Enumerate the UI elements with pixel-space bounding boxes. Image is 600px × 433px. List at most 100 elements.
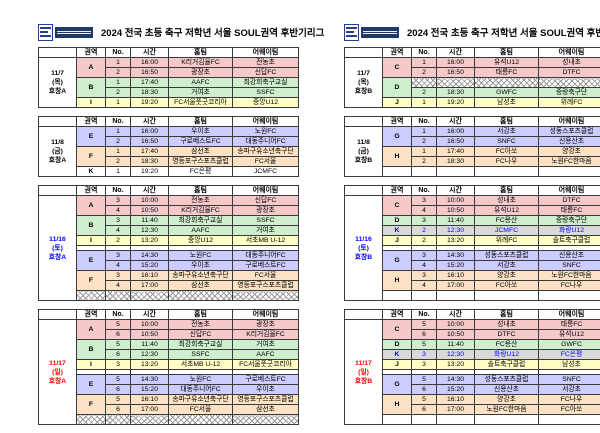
column-header: 시간 — [131, 48, 169, 58]
home-team: 영등포구스포츠클럽 — [169, 157, 233, 167]
match-time: 16:10 — [437, 271, 475, 281]
group-cell: K — [77, 167, 106, 177]
match-no: 4 — [106, 261, 131, 271]
match-time: 16:50 — [131, 137, 169, 147]
empty-cell — [437, 415, 475, 425]
match-time: 10:00 — [131, 196, 169, 206]
match-time: 10:00 — [437, 196, 475, 206]
group-cell: B — [77, 78, 106, 98]
column-header: 권역 — [77, 48, 106, 58]
away-team: FC서울 — [233, 271, 299, 281]
away-team: FC나우 — [539, 395, 600, 405]
date-cell: 11/8(금)효창B — [345, 127, 383, 177]
column-header: 권역 — [77, 186, 106, 196]
match-time: 18:30 — [131, 88, 169, 98]
match-time: 15:20 — [437, 261, 475, 271]
away-team: JCMFC — [233, 167, 299, 177]
group-cell: F — [77, 395, 106, 415]
match-no: 1 — [412, 58, 437, 68]
away-team: 중랑축구단 — [539, 216, 600, 226]
column-header: 홈팀 — [475, 48, 539, 58]
cancelled-cell — [106, 415, 131, 425]
match-time: 11:40 — [437, 216, 475, 226]
empty-cell — [475, 291, 539, 301]
match-no: 6 — [106, 350, 131, 360]
home-team: 전농초 — [169, 320, 233, 330]
home-team: 최강희축구교실 — [169, 340, 233, 350]
group-cell: I — [77, 236, 106, 246]
group-cell: E — [77, 127, 106, 147]
match-time: 12:30 — [131, 350, 169, 360]
away-team: 신용산초 — [539, 251, 600, 261]
match-no: 4 — [106, 226, 131, 236]
home-team: 우이초 — [169, 127, 233, 137]
match-no: 2 — [412, 157, 437, 167]
away-team: 서강초 — [539, 385, 600, 395]
match-no: 2 — [412, 88, 437, 98]
away-team: 양강초 — [539, 147, 600, 157]
away-team: 전농초 — [233, 58, 299, 68]
match-no: 3 — [106, 251, 131, 261]
cancelled-cell — [131, 291, 169, 301]
column-header: 어웨이팀 — [233, 186, 299, 196]
match-time: 13:20 — [131, 236, 169, 246]
match-no: 1 — [412, 127, 437, 137]
empty-cell — [437, 291, 475, 301]
corner-cell — [39, 117, 77, 127]
away-team: GWFC — [539, 340, 600, 350]
away-team: 신답FC — [233, 196, 299, 206]
match-time: 18:30 — [437, 157, 475, 167]
match-no: 2 — [412, 68, 437, 78]
empty-cell — [437, 167, 475, 177]
column-header: 권역 — [77, 310, 106, 320]
match-time: 17:00 — [131, 405, 169, 415]
away-team: DTFC — [539, 68, 600, 78]
corner-cell — [345, 48, 383, 58]
match-time: 19:20 — [131, 98, 169, 108]
home-team: 서강초 — [475, 127, 539, 137]
column-header: No. — [106, 310, 131, 320]
match-time: 15:20 — [437, 385, 475, 395]
home-team: 신용산초 — [475, 385, 539, 395]
date-cell: 11/7(목)효창B — [345, 58, 383, 108]
away-team: 대동주니어FC — [233, 251, 299, 261]
match-time: 16:10 — [131, 271, 169, 281]
column-header: 권역 — [77, 117, 106, 127]
cancelled-cell — [131, 415, 169, 425]
group-cell: J — [383, 360, 412, 370]
away-team: 남성초 — [539, 360, 600, 370]
away-team: 대동주니어FC — [233, 137, 299, 147]
match-time: 17:40 — [437, 147, 475, 157]
home-team: 삼선초 — [169, 281, 233, 291]
corner-cell — [39, 310, 77, 320]
home-team: FC나우 — [475, 157, 539, 167]
match-time: 17:40 — [131, 147, 169, 157]
group-cell: I — [77, 98, 106, 108]
home-team: 성동스포츠클럽 — [475, 251, 539, 261]
match-no: 3 — [106, 196, 131, 206]
page-title: 2024 전국 초등 축구 저학년 서울 SOUL권역 후반기리그 — [407, 25, 600, 39]
away-team: 거여초 — [233, 226, 299, 236]
home-team: AAFC — [169, 226, 233, 236]
match-no: 6 — [106, 385, 131, 395]
group-cell: E — [77, 251, 106, 271]
match-no: 1 — [106, 147, 131, 157]
home-team: 유석U12 — [475, 58, 539, 68]
match-no: 3 — [412, 360, 437, 370]
